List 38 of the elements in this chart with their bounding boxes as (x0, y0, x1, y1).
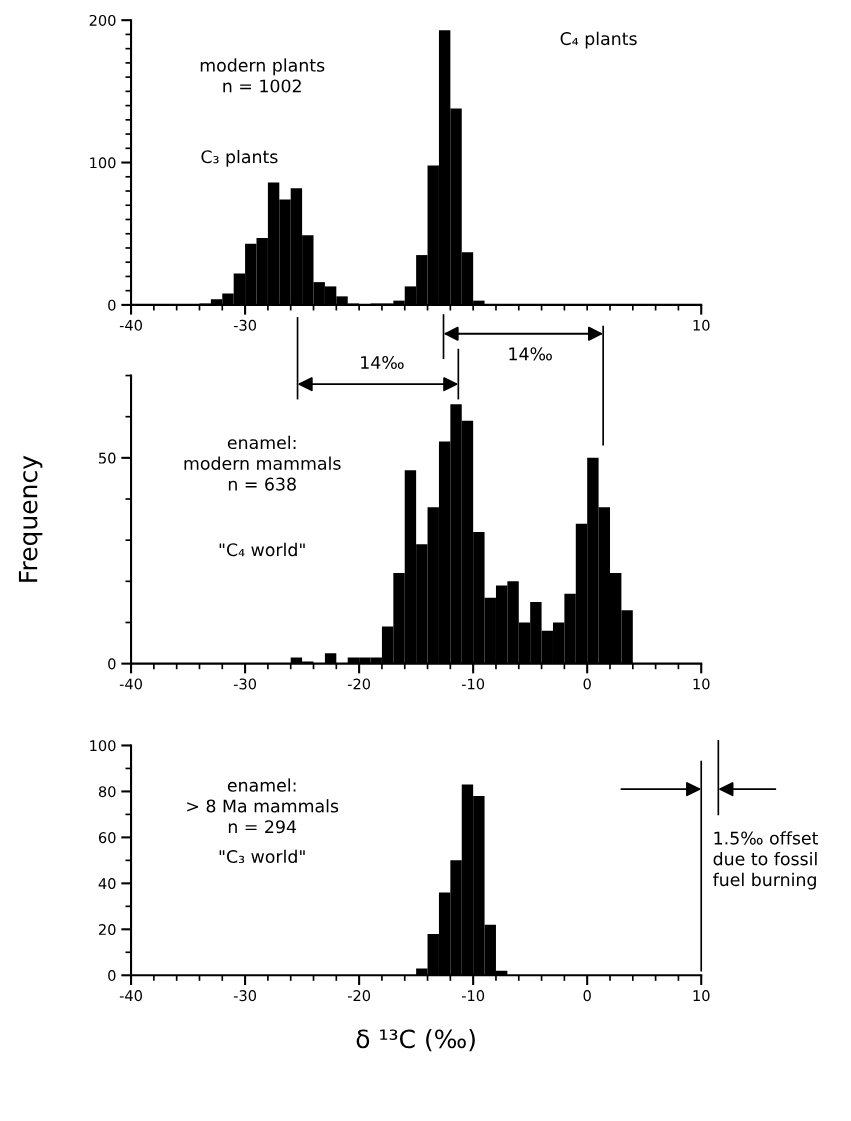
x-tick-label: -30 (233, 678, 257, 690)
annotation: "C₄ world" (219, 542, 305, 557)
y-tick-label: 80 (98, 786, 116, 798)
y-tick-label: 0 (108, 299, 116, 311)
text: 14‰ (361, 355, 404, 370)
x-tick-label: -30 (233, 990, 257, 1002)
x-axis-title: δ ¹³C (‰) (356, 1028, 475, 1052)
annotation: enamel: modern mammals n = 638 (184, 435, 341, 491)
annotation: enamel: > 8 Ma mammals n = 294 (187, 778, 339, 834)
annotation: modern plants n = 1002 (200, 58, 325, 93)
x-tick-label: -20 (347, 678, 371, 690)
y-tick-label: 100 (90, 157, 116, 169)
y-tick-label: 60 (98, 832, 116, 844)
x-tick-label: -10 (461, 678, 485, 690)
text: 14‰ (509, 347, 552, 361)
x-tick-label: 0 (583, 678, 591, 690)
y-tick-label: 0 (108, 969, 116, 982)
x-tick-label: 10 (693, 678, 710, 690)
x-tick-label: 0 (583, 990, 591, 1002)
y-tick-label: 40 (98, 878, 116, 890)
x-tick-label: -30 (233, 319, 257, 331)
x-tick-label: -20 (347, 990, 371, 1002)
y-tick-label: 0 (108, 658, 116, 670)
x-tick-label: -10 (461, 990, 485, 1002)
y-tick-label: 200 (89, 14, 116, 26)
y-tick-label: 20 (98, 924, 116, 936)
x-tick-label: -40 (119, 990, 142, 1002)
annotation: "C₃ world" (219, 849, 305, 864)
annotation: C₄ plants (560, 31, 637, 49)
y-axis-title: Frequency (18, 455, 43, 582)
text: 1.5‰ offset due to fossil fuel burning (713, 831, 819, 890)
annotation: C₃ plants (201, 149, 278, 167)
x-tick-label: 10 (693, 990, 710, 1002)
y-tick-label: 100 (90, 740, 116, 752)
y-tick-label: 50 (99, 452, 116, 464)
x-tick-label: 10 (693, 319, 710, 331)
x-tick-label: -40 (119, 678, 142, 690)
x-tick-label: -40 (119, 319, 142, 331)
